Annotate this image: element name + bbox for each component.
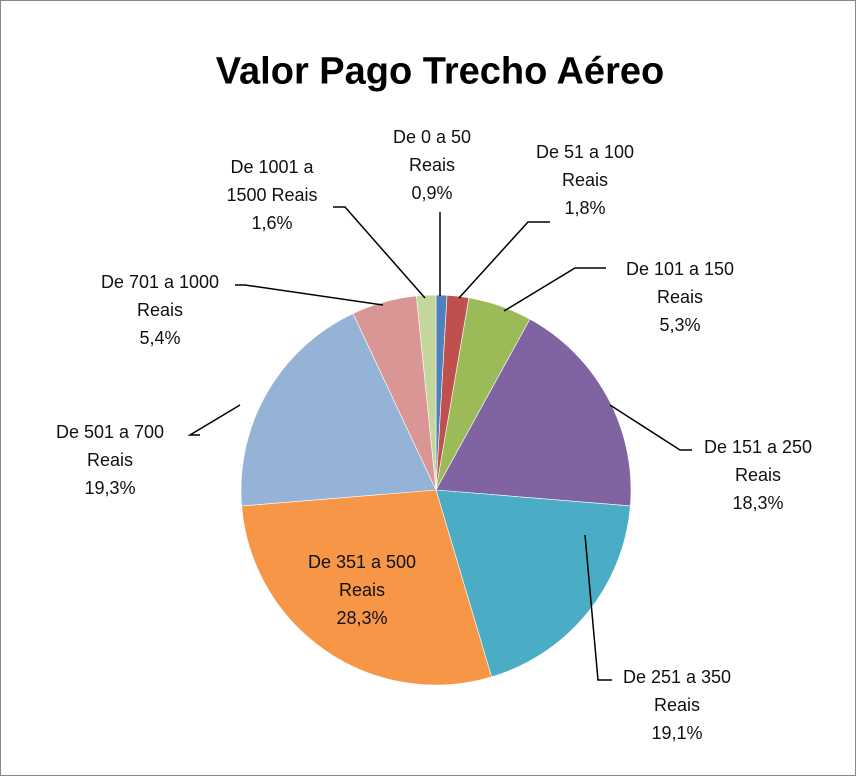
label-category: De 1001 a 1500 Reais: [226, 157, 318, 205]
label-value: 1,6%: [251, 213, 293, 233]
leader-line: [503, 267, 606, 312]
data-label: De 51 a 100 Reais 1,8%: [530, 138, 640, 222]
data-label: De 501 a 700 Reais 19,3%: [45, 418, 175, 502]
label-value: 28,3%: [336, 608, 388, 628]
label-value: 0,9%: [411, 183, 453, 203]
chart-title: Valor Pago Trecho Aéreo: [215, 50, 665, 93]
pie-slice: [416, 294, 437, 491]
label-category: De 501 a 700 Reais: [55, 422, 165, 470]
label-category: De 151 a 250 Reais: [703, 437, 813, 485]
pie-slice: [435, 318, 632, 507]
data-label: De 101 a 150 Reais 5,3%: [620, 255, 740, 339]
label-value: 1,8%: [564, 198, 606, 218]
leader-line: [333, 206, 426, 299]
label-category: De 0 a 50 Reais: [392, 127, 472, 175]
data-label: De 251 a 350 Reais 19,1%: [617, 663, 737, 747]
pie-slice: [240, 313, 437, 507]
label-category: De 51 a 100 Reais: [535, 142, 635, 190]
label-value: 19,1%: [651, 723, 703, 743]
label-value: 18,3%: [732, 493, 784, 513]
data-label: De 1001 a 1500 Reais 1,6%: [217, 153, 327, 237]
leader-line: [235, 284, 384, 306]
leader-line: [187, 404, 241, 436]
pie-slice: [435, 489, 631, 678]
data-label: De 701 a 1000 Reais 5,4%: [90, 268, 230, 352]
pie-slice: [241, 489, 492, 686]
label-category: De 701 a 1000 Reais: [100, 272, 220, 320]
label-category: De 101 a 150 Reais: [625, 259, 735, 307]
leader-line: [458, 221, 550, 299]
leader-line: [609, 404, 692, 451]
data-label: De 151 a 250 Reais 18,3%: [698, 433, 818, 517]
label-category: De 351 a 500 Reais: [307, 552, 417, 600]
label-value: 5,3%: [659, 315, 701, 335]
label-value: 19,3%: [84, 478, 136, 498]
data-label: De 351 a 500 Reais 28,3%: [297, 548, 427, 632]
label-category: De 251 a 350 Reais: [622, 667, 732, 715]
data-label: De 0 a 50 Reais 0,9%: [382, 123, 482, 207]
label-value: 5,4%: [139, 328, 181, 348]
leader-line: [584, 534, 612, 681]
